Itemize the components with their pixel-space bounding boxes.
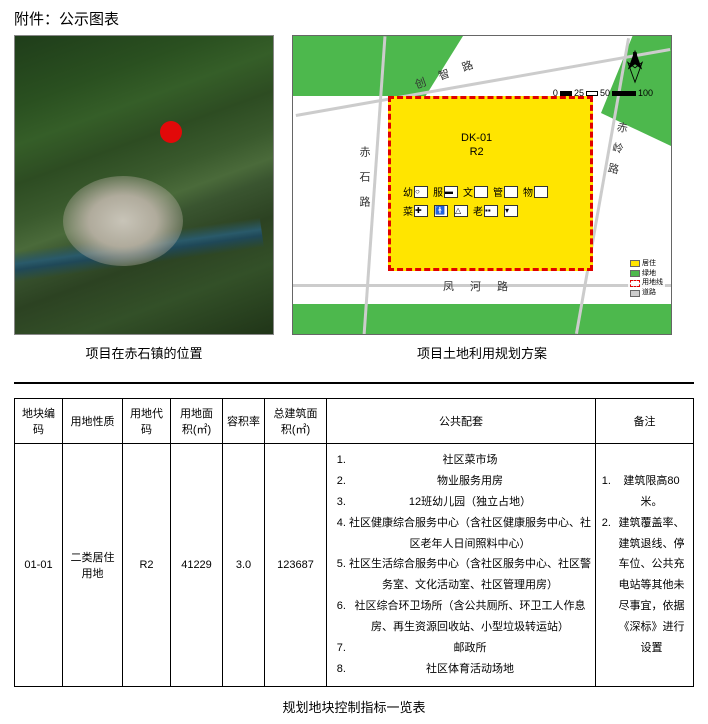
icon-warning: △ bbox=[453, 203, 469, 218]
cell-land-code: R2 bbox=[123, 444, 171, 687]
col-land-code: 用地代码 bbox=[123, 399, 171, 444]
facility-item: 社区综合环卫场所（含公共厕所、环卫工人作息房、再生资源回收站、小型垃圾转运站） bbox=[349, 596, 591, 638]
road-label-bottom: 凤河路 bbox=[443, 278, 524, 294]
block-label: DK-01 R2 bbox=[461, 131, 492, 160]
col-facilities: 公共配套 bbox=[327, 399, 596, 444]
plan-map-panel: 创智路 赤石路 赤岭路 凤河路 DK-01 R2 幼○ 服▬ 文 管 物 菜✚ … bbox=[292, 35, 672, 362]
project-marker bbox=[160, 121, 182, 143]
block-code: DK-01 bbox=[461, 131, 492, 145]
col-remarks: 备注 bbox=[596, 399, 694, 444]
col-site-area: 用地面积(㎡) bbox=[171, 399, 223, 444]
col-land-use: 用地性质 bbox=[63, 399, 123, 444]
satellite-map bbox=[14, 35, 274, 335]
section-divider bbox=[14, 382, 694, 384]
icon-culture: 文 bbox=[463, 184, 489, 199]
icon-elderly: 老▪▪ bbox=[473, 203, 499, 218]
col-far: 容积率 bbox=[223, 399, 265, 444]
facility-item: 邮政所 bbox=[349, 638, 591, 659]
icon-property: 物 bbox=[523, 184, 549, 199]
amenity-icons: 幼○ 服▬ 文 管 物 菜✚ 🚹 △ 老▪▪ ▾ bbox=[403, 184, 583, 218]
facility-item: 社区体育活动场地 bbox=[349, 659, 591, 680]
maps-row: 项目在赤石镇的位置 创智路 赤石路 赤岭路 凤河路 DK-01 bbox=[14, 35, 694, 362]
cell-plot-code: 01-01 bbox=[15, 444, 63, 687]
green-belt bbox=[293, 36, 463, 96]
town-area bbox=[63, 176, 183, 266]
svg-text:N: N bbox=[632, 50, 637, 59]
facility-item: 社区菜市场 bbox=[349, 450, 591, 471]
plan-caption: 项目土地利用规划方案 bbox=[417, 343, 547, 362]
facility-item: 物业服务用房 bbox=[349, 471, 591, 492]
green-belt bbox=[293, 304, 672, 334]
cell-land-use: 二类居住用地 bbox=[63, 444, 123, 687]
cell-gfa: 123687 bbox=[265, 444, 327, 687]
indicator-table: 地块编码 用地性质 用地代码 用地面积(㎡) 容积率 总建筑面积(㎡) 公共配套… bbox=[14, 398, 694, 687]
cell-facilities: 社区菜市场物业服务用房12班幼儿园（独立占地）社区健康综合服务中心（含社区健康服… bbox=[327, 444, 596, 687]
icon-service: 服▬ bbox=[433, 184, 459, 199]
remark-item: 建筑限高80米。 bbox=[614, 471, 689, 513]
cell-remarks: 建筑限高80米。建筑覆盖率、建筑退线、停车位、公共充电站等其他未尽事宜，依据《深… bbox=[596, 444, 694, 687]
cell-site-area: 41229 bbox=[171, 444, 223, 687]
plan-map: 创智路 赤石路 赤岭路 凤河路 DK-01 R2 幼○ 服▬ 文 管 物 菜✚ … bbox=[292, 35, 672, 335]
facility-item: 社区生活综合服务中心（含社区服务中心、社区警务室、文化活动室、社区管理用房） bbox=[349, 554, 591, 596]
satellite-map-panel: 项目在赤石镇的位置 bbox=[14, 35, 274, 362]
icon-market: 菜✚ bbox=[403, 203, 429, 218]
facility-item: 社区健康综合服务中心（含社区健康服务中心、社区老年人日间照料中心） bbox=[349, 513, 591, 555]
icon-management: 管 bbox=[493, 184, 519, 199]
table-caption: 规划地块控制指标一览表 bbox=[14, 697, 694, 716]
land-code: R2 bbox=[461, 145, 492, 159]
facility-item: 12班幼儿园（独立占地） bbox=[349, 492, 591, 513]
cell-far: 3.0 bbox=[223, 444, 265, 687]
icon-restroom: 🚹 bbox=[433, 203, 449, 218]
icon-kindergarten: 幼○ bbox=[403, 184, 429, 199]
table-row: 01-01 二类居住用地 R2 41229 3.0 123687 社区菜市场物业… bbox=[15, 444, 694, 687]
compass-icon: N bbox=[617, 48, 653, 87]
satellite-caption: 项目在赤石镇的位置 bbox=[85, 343, 202, 362]
col-gfa: 总建筑面积(㎡) bbox=[265, 399, 327, 444]
remark-item: 建筑覆盖率、建筑退线、停车位、公共充电站等其他未尽事宜，依据《深标》进行设置 bbox=[614, 513, 689, 659]
col-plot-code: 地块编码 bbox=[15, 399, 63, 444]
icon-other: ▾ bbox=[503, 203, 519, 218]
road-label-left: 赤石路 bbox=[356, 146, 372, 221]
attachment-title: 附件：公示图表 bbox=[14, 8, 694, 29]
table-header-row: 地块编码 用地性质 用地代码 用地面积(㎡) 容积率 总建筑面积(㎡) 公共配套… bbox=[15, 399, 694, 444]
scale-bar: 0 25 50 100 bbox=[553, 88, 653, 98]
map-legend: 居住 绿地 用地线 道路 bbox=[628, 257, 665, 300]
